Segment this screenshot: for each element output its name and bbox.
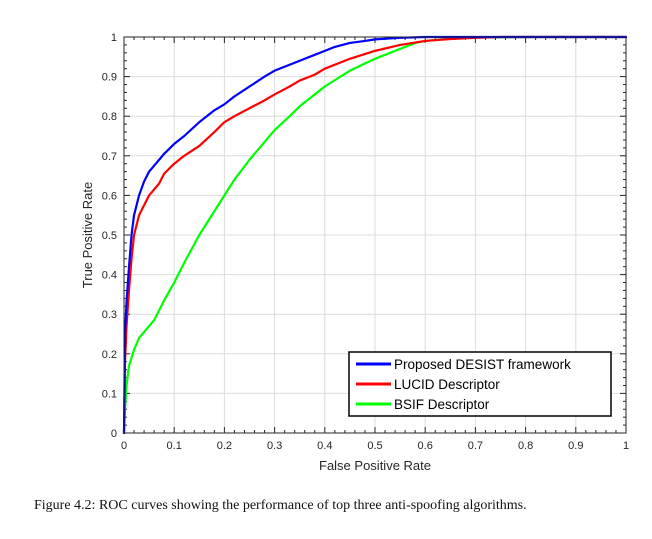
x-tick-label: 1 (623, 440, 629, 452)
y-tick-label: 0.8 (102, 111, 117, 123)
y-tick-label: 0.3 (102, 309, 117, 321)
x-axis-title: False Positive Rate (319, 458, 431, 473)
y-tick-label: 0.6 (102, 190, 117, 202)
series-lines (122, 35, 628, 435)
x-tick-labels: 0 0.1 0.2 0.3 0.4 0.5 0.6 0.7 0.8 0.9 1 (121, 440, 629, 452)
x-tick-label: 0 (121, 440, 127, 452)
x-tick-label: 0.9 (568, 440, 583, 452)
y-tick-label: 0.7 (102, 151, 117, 163)
y-tick-label: 0.5 (102, 230, 117, 242)
legend: Proposed DESIST framework LUCID Descript… (348, 351, 612, 417)
legend-label-bsif: BSIF Descriptor (394, 397, 490, 412)
x-tick-label: 0.4 (317, 440, 332, 452)
figure-caption: Figure 4.2: ROC curves showing the perfo… (34, 498, 527, 513)
y-axis-title: True Positive Rate (80, 182, 95, 288)
legend-label-desist: Proposed DESIST framework (394, 357, 571, 372)
x-tick-label: 0.7 (468, 440, 483, 452)
y-tick-labels: 0 0.1 0.2 0.3 0.4 0.5 0.6 0.7 0.8 0.9 1 (102, 32, 117, 440)
y-tick-label: 0.2 (102, 349, 117, 361)
legend-label-lucid: LUCID Descriptor (394, 377, 500, 392)
x-tick-label: 0.6 (418, 440, 433, 452)
plot-frame (123, 36, 627, 434)
x-tick-label: 0.5 (367, 440, 382, 452)
x-tick-label: 0.8 (518, 440, 533, 452)
x-tick-label: 0.3 (267, 440, 282, 452)
y-tick-label: 0.4 (102, 270, 117, 282)
y-tick-label: 1 (111, 32, 117, 44)
legend-box (348, 351, 612, 417)
y-tick-label: 0.9 (102, 72, 117, 84)
series-line-lucid (122, 35, 628, 435)
x-tick-label: 0.2 (217, 440, 232, 452)
roc-chart: 0 0.1 0.2 0.3 0.4 0.5 0.6 0.7 0.8 0.9 1 0 0.1 0.2 0.3… (80, 32, 629, 473)
y-tick-label: 0 (111, 428, 117, 440)
x-tick-label: 0.1 (167, 440, 182, 452)
series-line-desist (122, 35, 628, 435)
y-tick-label: 0.1 (102, 388, 117, 400)
